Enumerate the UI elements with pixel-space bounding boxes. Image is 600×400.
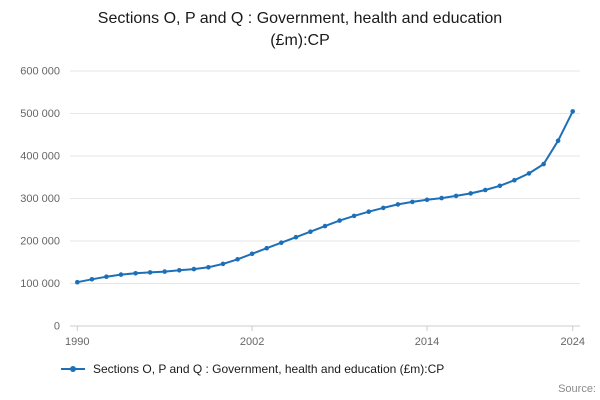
line-chart: 0 100 000 200 000 300 000 400 000 500 000 600 … bbox=[20, 66, 585, 349]
y-axis-tick-label: 300 000 bbox=[20, 193, 60, 205]
data-point-marker[interactable] bbox=[177, 268, 182, 273]
data-point-marker[interactable] bbox=[206, 265, 211, 270]
data-point-marker[interactable] bbox=[366, 209, 372, 214]
data-point-marker[interactable] bbox=[235, 257, 240, 262]
x-axis-tick-label: 1990 bbox=[65, 336, 89, 348]
data-point-marker[interactable] bbox=[249, 251, 255, 257]
data-point-marker[interactable] bbox=[453, 193, 459, 199]
data-point-marker[interactable] bbox=[439, 195, 444, 201]
data-point-marker[interactable] bbox=[570, 109, 575, 114]
data-point-marker[interactable] bbox=[118, 272, 124, 277]
data-point-marker[interactable] bbox=[555, 138, 561, 143]
legend-label: Sections O, P and Q : Government, health… bbox=[93, 362, 445, 376]
data-point-marker[interactable] bbox=[483, 187, 488, 193]
y-axis-tick-label: 0 bbox=[54, 321, 60, 333]
source-label: Source: bbox=[558, 383, 596, 395]
x-axis-tick-label: 2014 bbox=[415, 336, 439, 348]
data-point-marker[interactable] bbox=[351, 213, 357, 219]
data-point-marker[interactable] bbox=[191, 266, 197, 272]
y-axis-tick-label: 100 000 bbox=[20, 278, 60, 290]
data-point-marker[interactable] bbox=[424, 197, 430, 203]
data-point-marker[interactable] bbox=[308, 229, 313, 234]
y-axis-tick-label: 200 000 bbox=[20, 236, 60, 248]
data-point-marker[interactable] bbox=[264, 245, 270, 251]
y-axis-tick-label: 400 000 bbox=[20, 151, 60, 163]
data-point-marker[interactable] bbox=[322, 223, 328, 229]
legend-item[interactable]: Sections O, P and Q : Government, health… bbox=[60, 362, 444, 376]
x-axis-tick-label: 2024 bbox=[560, 336, 584, 348]
data-point-marker[interactable] bbox=[395, 202, 401, 207]
data-point-marker[interactable] bbox=[541, 161, 546, 167]
data-point-marker[interactable] bbox=[293, 234, 299, 240]
data-point-marker[interactable] bbox=[381, 205, 386, 211]
data-point-marker[interactable] bbox=[133, 271, 138, 276]
legend-marker-icon bbox=[61, 366, 85, 372]
data-point-marker[interactable] bbox=[279, 240, 284, 245]
y-axis-tick-label: 500 000 bbox=[20, 108, 60, 120]
data-point-marker[interactable] bbox=[497, 183, 503, 189]
series-line bbox=[76, 110, 574, 284]
data-point-marker[interactable] bbox=[162, 269, 167, 274]
data-point-marker[interactable] bbox=[104, 274, 109, 279]
data-point-marker[interactable] bbox=[89, 277, 95, 282]
data-point-marker[interactable] bbox=[220, 261, 226, 267]
chart-title: Sections O, P and Q : Government, health… bbox=[97, 10, 503, 49]
data-point-marker[interactable] bbox=[410, 199, 415, 205]
data-point-marker[interactable] bbox=[526, 171, 532, 176]
x-axis-tick-label: 2002 bbox=[240, 336, 264, 348]
data-point-marker[interactable] bbox=[147, 270, 153, 275]
data-point-marker[interactable] bbox=[468, 191, 474, 196]
data-point-marker[interactable] bbox=[337, 218, 342, 223]
data-point-marker[interactable] bbox=[512, 177, 517, 183]
y-axis-tick-label: 600 000 bbox=[20, 66, 60, 78]
data-point-marker[interactable] bbox=[75, 279, 80, 285]
